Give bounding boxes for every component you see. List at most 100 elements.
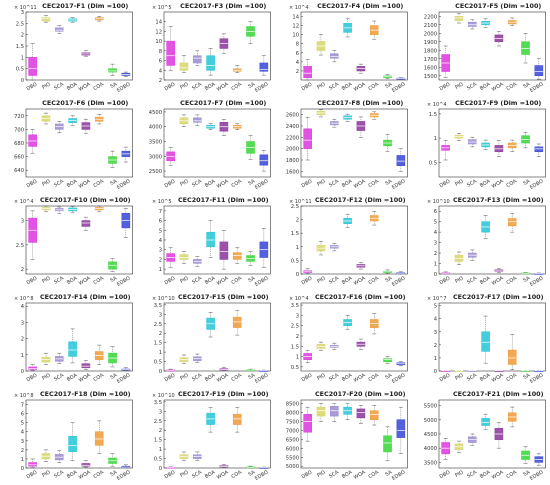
chart-title: CEC2017-F11 (Dim =100) (177, 196, 268, 204)
box-iqr (480, 331, 490, 352)
box-boa (480, 215, 490, 239)
x-tick-label: PIO (454, 469, 464, 478)
box-woa (219, 119, 228, 136)
x-tick-label: WOA (353, 178, 367, 190)
box-edbo (396, 406, 406, 454)
y-tick-label: 1 (433, 356, 436, 362)
box-edbo (534, 272, 543, 275)
x-tick-label: WOA (215, 372, 229, 384)
x-tick-label: SA (522, 372, 531, 381)
box-woa (356, 338, 366, 350)
box-pio (316, 34, 326, 56)
box-pio (454, 133, 463, 141)
y-tick-label: 3000 (148, 154, 161, 160)
box-dbo (440, 271, 450, 275)
y-tick-label: 0 (21, 369, 24, 375)
x-tick-label: PIO (179, 81, 189, 90)
y-tick-label: 2000 (286, 147, 299, 153)
x-tick-label: SCA (466, 469, 478, 480)
box-dbo (303, 59, 312, 81)
box-iqr (316, 406, 326, 417)
x-tick-label: WOA (78, 275, 92, 287)
y-tick-label: 5000 (286, 464, 299, 470)
x-tick-label: PIO (179, 372, 189, 381)
box-coa (369, 405, 379, 426)
box-coa (232, 247, 242, 264)
box-edbo (121, 367, 131, 371)
box-coa (232, 65, 242, 73)
box-edbo (121, 208, 131, 238)
box-edbo (259, 55, 268, 76)
plot-frame (438, 205, 546, 275)
y-tick-label: 8 (158, 49, 161, 55)
box-iqr (205, 55, 215, 71)
box-edbo (396, 148, 406, 172)
x-tick-label: WOA (78, 81, 92, 93)
box-woa (494, 140, 503, 157)
box-coa (507, 406, 517, 428)
x-tick-label: EDBO (391, 81, 406, 93)
y-tick-label: 2 (296, 334, 299, 340)
axis-exponent: × 10^10 (152, 393, 175, 399)
x-tick-label: DBO (163, 372, 176, 383)
boxplot-panel: CEC2017-F8 (Dim =100) 1600 1800 2000 2200 240… (286, 99, 408, 191)
y-tick-label: 3500 (423, 460, 436, 466)
box-iqr (81, 220, 91, 227)
y-tick-label: 2.5 (16, 21, 24, 27)
x-tick-label: EDBO (254, 275, 269, 287)
box-pio (316, 241, 326, 256)
box-boa (205, 123, 215, 130)
x-tick-label: WOA (353, 81, 367, 93)
box-pio (179, 55, 188, 73)
y-tick-label: 3 (158, 248, 161, 254)
y-tick-label: 1 (21, 353, 24, 359)
box-iqr (165, 40, 175, 66)
box-sa (108, 63, 117, 76)
x-tick-label: COA (230, 275, 243, 286)
box-sa (520, 33, 530, 64)
box-sca (329, 403, 339, 422)
boxplot-panel: CEC2017-F15 (Dim =100)× 10^10 0 0.5 1 1.5 2 2.… (152, 293, 271, 385)
x-tick-label: BOA (341, 178, 354, 189)
y-tick-label: 6 (158, 59, 161, 65)
chart-title: CEC2017-F14 (Dim =100) (40, 293, 131, 301)
box-iqr (179, 254, 188, 260)
box-iqr (28, 57, 37, 76)
x-tick-label: EDBO (529, 178, 544, 190)
boxplot-panel: CEC2017-F13 (Dim =100)× 10^10 0 1 2 3 4 5 6 DBO P… (427, 196, 546, 288)
x-tick-label: BOA (66, 469, 79, 480)
y-tick-label: 12 (292, 24, 299, 30)
y-tick-label: 1600 (286, 169, 299, 175)
x-tick-label: SCA (328, 81, 340, 92)
box-edbo (121, 71, 131, 77)
chart-title: CEC2017-F3 (Dim =100) (180, 2, 266, 10)
x-tick-label: BOA (203, 178, 216, 189)
y-tick-label: 680 (14, 141, 24, 147)
x-tick-label: SA (522, 275, 531, 284)
x-tick-label: COA (92, 178, 105, 189)
chart-title: CEC2017-F9 (Dim =100) (455, 99, 541, 107)
axis-exponent: × 10^4 (289, 296, 309, 302)
box-iqr (520, 41, 530, 55)
box-boa (343, 113, 352, 122)
box-coa (369, 211, 379, 226)
chart-title: CEC2017-F4 (Dim =100) (317, 2, 403, 10)
box-boa (68, 206, 77, 214)
y-tick-label: 2 (433, 343, 436, 349)
y-tick-label: 3.5 (153, 400, 161, 406)
x-tick-label: WOA (215, 178, 229, 190)
y-tick-label: 0.5 (153, 457, 161, 463)
boxplot-panel: CEC2017-F16 (Dim =100) × 10^4 0.5 1 1.5 2 2.5 3… (289, 293, 408, 385)
box-sa (383, 134, 392, 152)
box-pio (41, 352, 51, 365)
x-tick-label: SCA (466, 81, 478, 92)
x-tick-label: BOA (203, 275, 216, 286)
y-tick-label: 3.5 (291, 303, 299, 309)
box-boa (68, 17, 77, 23)
x-tick-label: SA (247, 178, 256, 187)
axis-exponent: × 10^10 (427, 199, 450, 205)
chart-title: CEC2017-F21 (Dim =100) (452, 390, 543, 398)
y-tick-label: 6 (296, 51, 299, 57)
y-tick-label: 0.5 (291, 258, 299, 264)
x-tick-label: COA (367, 275, 380, 286)
